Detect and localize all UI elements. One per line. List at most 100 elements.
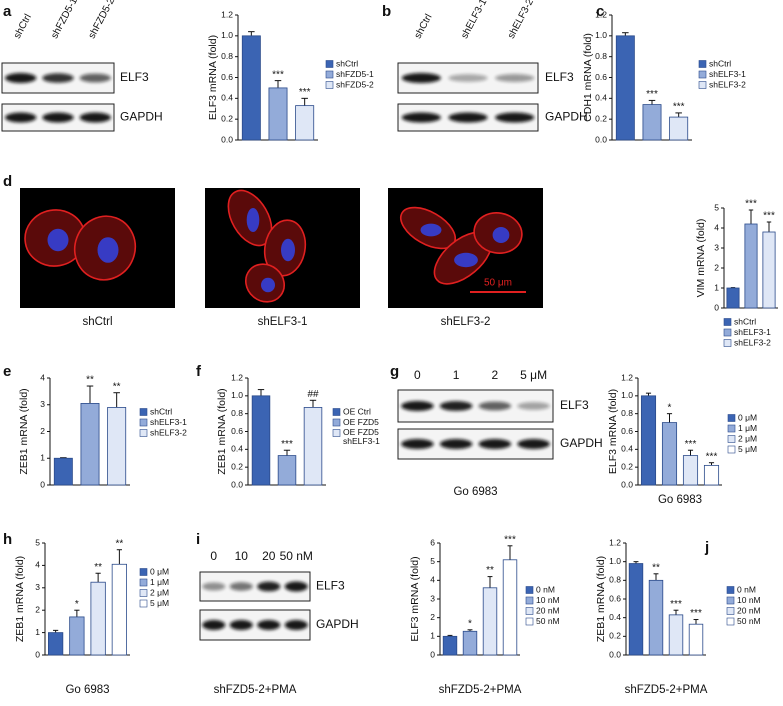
nucleus bbox=[492, 227, 510, 243]
bar bbox=[462, 630, 478, 656]
band-label: ELF3 bbox=[545, 70, 574, 84]
bar bbox=[628, 563, 644, 656]
legend-swatch bbox=[698, 81, 707, 89]
bar bbox=[682, 455, 699, 486]
nucleus bbox=[281, 238, 295, 262]
y-tick-label: 0.2 bbox=[609, 631, 621, 641]
y-tick-label: 0.2 bbox=[595, 113, 607, 123]
y-tick-label: 2 bbox=[430, 612, 435, 622]
scale-label: 50 μm bbox=[484, 278, 512, 289]
lane-label: 1 bbox=[453, 368, 460, 382]
panel-letter: b bbox=[382, 3, 391, 20]
y-tick-label: 1 bbox=[40, 453, 45, 463]
legend-swatch bbox=[727, 435, 736, 443]
legend-label: shELF3-1 bbox=[709, 69, 746, 79]
y-tick-label: 0 bbox=[35, 649, 40, 659]
bar bbox=[107, 407, 127, 486]
bar bbox=[642, 104, 662, 141]
y-tick-label: 0.8 bbox=[221, 51, 233, 61]
significance: ** bbox=[115, 538, 123, 549]
legend-label: OE FZD5 bbox=[343, 417, 379, 427]
panel-letter: i bbox=[196, 531, 200, 548]
lane-label: shELF3-2 bbox=[506, 0, 536, 41]
legend-label: 2 μM bbox=[150, 587, 169, 597]
y-axis-label: ZEB1 mRNA (fold) bbox=[595, 556, 607, 642]
blot-band bbox=[284, 620, 308, 630]
legend-swatch bbox=[727, 424, 736, 433]
legend-swatch bbox=[698, 70, 707, 79]
blot-band bbox=[439, 401, 473, 411]
legend-swatch bbox=[139, 418, 148, 427]
bar bbox=[615, 35, 635, 141]
band-label: ELF3 bbox=[120, 70, 149, 84]
blot-band bbox=[42, 73, 74, 83]
y-axis-label: ELF3 mRNA (fold) bbox=[207, 35, 219, 120]
blot-band bbox=[478, 439, 512, 449]
y-tick-label: 2 bbox=[714, 262, 719, 272]
legend-swatch bbox=[325, 60, 334, 68]
legend-label: 0 nM bbox=[536, 584, 555, 594]
y-tick-label: 1 bbox=[430, 631, 435, 641]
nucleus bbox=[246, 208, 260, 232]
y-tick-label: 1.2 bbox=[609, 537, 621, 547]
lane-label: shCtrl bbox=[12, 12, 34, 40]
legend-label: shCtrl bbox=[336, 58, 358, 68]
legend-label: 5 μM bbox=[738, 444, 757, 454]
bar bbox=[295, 105, 315, 141]
legend-label: shFZD5-2 bbox=[336, 79, 374, 89]
blot-band bbox=[79, 73, 112, 83]
blot-band bbox=[401, 73, 441, 83]
legend-label: 20 nM bbox=[737, 605, 761, 615]
blot-band bbox=[478, 401, 512, 411]
panel-letter: j bbox=[704, 539, 709, 556]
y-tick-label: 3 bbox=[430, 593, 435, 603]
legend-label: shELF3-1 bbox=[150, 417, 187, 427]
legend-label: shCtrl bbox=[150, 406, 172, 416]
y-tick-label: 0.0 bbox=[621, 479, 633, 489]
y-tick-label: 0.6 bbox=[621, 426, 633, 436]
legend-line: OE FZD5 bbox=[343, 427, 379, 437]
legend-swatch bbox=[723, 339, 732, 347]
y-tick-label: 1 bbox=[35, 627, 40, 637]
blot-band bbox=[79, 112, 112, 123]
y-tick-label: 0.4 bbox=[221, 93, 233, 103]
y-tick-label: 6 bbox=[430, 537, 435, 547]
y-axis-label: CDH1 mRNA (fold) bbox=[582, 33, 594, 122]
legend-label: 0 μM bbox=[150, 566, 169, 576]
image-caption: shELF3-1 bbox=[258, 316, 308, 328]
legend-line: shELF3-1 bbox=[343, 436, 380, 446]
legend-swatch bbox=[525, 607, 534, 615]
y-axis-label: VIM mRNA (fold) bbox=[695, 219, 707, 298]
legend-label: 1 μM bbox=[738, 423, 757, 433]
legend-swatch bbox=[726, 586, 735, 594]
bar bbox=[241, 35, 261, 141]
legend-label: shELF3-1 bbox=[734, 327, 771, 337]
legend-label: shELF3-2 bbox=[709, 79, 746, 89]
significance: *** bbox=[504, 534, 516, 545]
y-tick-label: 0.4 bbox=[621, 444, 633, 454]
y-tick-label: 0.2 bbox=[231, 461, 243, 471]
y-tick-label: 4 bbox=[35, 560, 40, 570]
y-tick-label: 0.8 bbox=[621, 408, 633, 418]
y-tick-label: 0.0 bbox=[595, 134, 607, 144]
y-tick-label: 0.4 bbox=[595, 93, 607, 103]
legend-swatch bbox=[332, 408, 341, 416]
nucleus bbox=[47, 228, 69, 252]
y-tick-label: 1.0 bbox=[595, 30, 607, 40]
y-tick-label: 0.8 bbox=[609, 575, 621, 585]
bar bbox=[703, 464, 720, 486]
bar bbox=[442, 635, 458, 656]
band-label: GAPDH bbox=[560, 436, 603, 450]
panel-letter: e bbox=[3, 363, 11, 380]
bar bbox=[744, 223, 758, 309]
blot-band bbox=[517, 439, 550, 449]
x-axis-label: shFZD5-2+PMA bbox=[625, 684, 708, 696]
y-tick-label: 0 bbox=[430, 649, 435, 659]
y-axis-label: ELF3 mRNA (fold) bbox=[409, 556, 421, 641]
blot-band bbox=[202, 582, 226, 591]
significance: *** bbox=[763, 211, 775, 222]
band-label: ELF3 bbox=[316, 579, 345, 593]
blot-band bbox=[257, 581, 281, 592]
significance: *** bbox=[670, 599, 682, 610]
